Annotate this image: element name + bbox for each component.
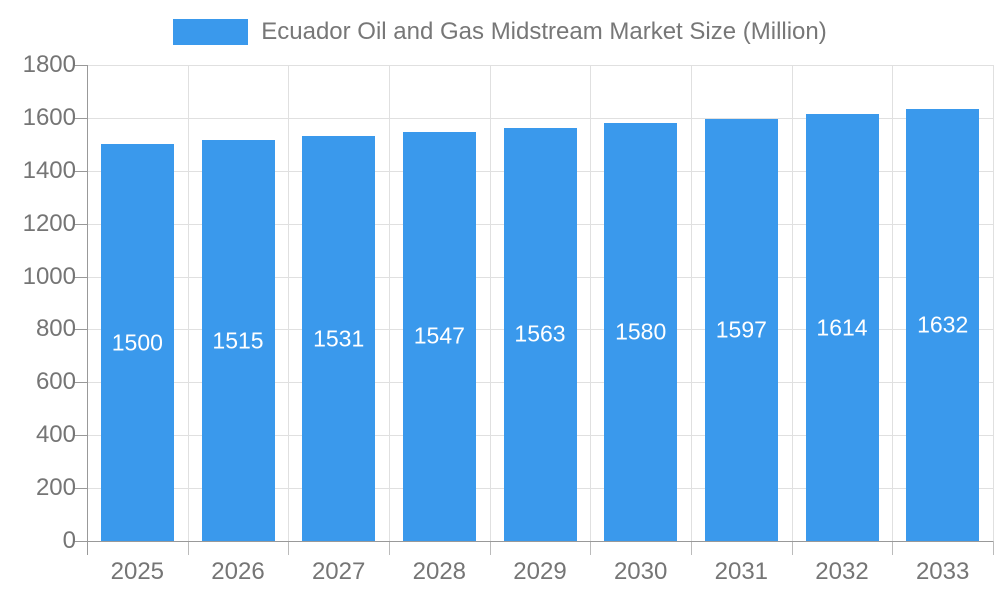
bar-value-label: 1547 — [413, 322, 465, 349]
bar-2026[interactable] — [202, 140, 275, 541]
bar-value-label: 1632 — [917, 311, 969, 338]
x-gridline — [892, 65, 893, 541]
x-axis-label: 2025 — [110, 558, 165, 585]
x-axis-tick — [590, 541, 591, 555]
bar-2030[interactable] — [604, 123, 677, 541]
x-gridline — [188, 65, 189, 541]
x-axis-label: 2031 — [714, 558, 769, 585]
x-gridline — [691, 65, 692, 541]
y-axis-tick — [74, 170, 87, 172]
x-axis-label: 2030 — [613, 558, 668, 585]
bar-value-label: 1563 — [514, 320, 566, 347]
y-axis-label: 1800 — [22, 51, 76, 78]
y-axis-label: 400 — [35, 421, 76, 449]
y-axis-label: 800 — [35, 315, 76, 343]
plot-area: 0 200 400 600 800 1000 1200 1400 1600 1800 1500 202… — [23, 51, 994, 585]
y-axis-label: 0 — [62, 527, 76, 554]
x-axis-tick — [792, 541, 793, 555]
bar-value-label: 1515 — [212, 327, 264, 354]
x-axis-tick — [892, 541, 893, 555]
y-axis-line — [87, 65, 88, 555]
x-axis-label: 2033 — [915, 558, 970, 585]
y-gridline — [87, 65, 993, 66]
y-axis-label: 1400 — [22, 156, 76, 184]
y-axis-tick — [74, 276, 87, 278]
x-gridline — [590, 65, 591, 541]
x-axis-label: 2029 — [513, 558, 567, 585]
y-axis-tick — [74, 65, 87, 66]
bar-2028[interactable] — [403, 131, 476, 541]
bar-value-label: 1500 — [111, 329, 163, 356]
x-axis-tick — [389, 541, 390, 555]
bar-value-label: 1531 — [313, 325, 365, 352]
bar-2027[interactable] — [302, 136, 375, 541]
bar-2031[interactable] — [705, 118, 778, 541]
x-gridline — [490, 65, 491, 541]
y-axis-label: 1600 — [22, 103, 76, 131]
bar-value-label: 1580 — [615, 318, 667, 345]
x-axis-tick — [188, 541, 189, 555]
y-axis-tick — [74, 329, 87, 331]
y-axis-tick — [74, 541, 87, 542]
x-axis-label: 2027 — [311, 558, 366, 585]
x-axis-label: 2032 — [815, 558, 869, 585]
y-axis-label: 1200 — [22, 209, 76, 237]
y-axis-tick — [74, 382, 87, 384]
x-axis-label: 2026 — [211, 558, 265, 585]
chart-title: Ecuador Oil and Gas Midstream Market Siz… — [261, 18, 827, 45]
bar-value-label: 1614 — [816, 314, 868, 341]
x-gridline — [792, 65, 793, 541]
chart-legend[interactable]: Ecuador Oil and Gas Midstream Market Siz… — [0, 19, 1000, 45]
y-axis-label: 1000 — [22, 262, 76, 290]
bar-2032[interactable] — [806, 114, 879, 541]
x-axis-tick — [490, 541, 491, 555]
y-gridline — [87, 117, 993, 119]
legend-swatch-icon — [173, 19, 249, 45]
bar-2025[interactable] — [101, 144, 174, 541]
x-gridline — [288, 65, 289, 541]
x-gridline — [389, 65, 390, 541]
bar-2029[interactable] — [504, 127, 577, 541]
y-axis-label: 600 — [35, 368, 76, 396]
bar-value-label: 1597 — [715, 316, 767, 343]
bar-2033[interactable] — [906, 109, 979, 541]
x-axis-line — [87, 541, 993, 542]
y-axis-tick — [74, 435, 87, 437]
y-axis-label: 200 — [35, 474, 76, 502]
y-axis-tick — [74, 223, 87, 225]
y-axis-tick — [74, 117, 87, 119]
x-axis-label: 2028 — [412, 558, 467, 585]
y-axis-tick — [74, 488, 87, 490]
x-axis-tick — [288, 541, 289, 555]
x-axis-tick — [993, 541, 994, 555]
x-gridline — [993, 65, 994, 541]
x-axis-tick — [691, 541, 692, 555]
